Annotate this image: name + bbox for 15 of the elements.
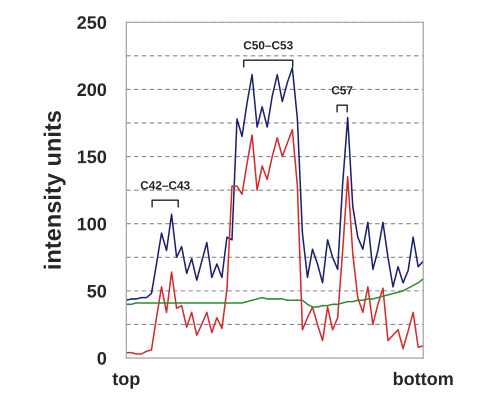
y-tick-label: 200 <box>77 83 106 96</box>
x-tick-label: top <box>112 373 140 389</box>
annotation: C50–C53 <box>244 41 293 50</box>
annotation: C42–C43 <box>140 181 190 190</box>
y-tick-label: 150 <box>78 150 106 164</box>
y-tick-label: 100 <box>78 218 106 230</box>
annotation: C57 <box>332 86 352 94</box>
line-series <box>126 128 424 355</box>
line-series <box>126 278 424 308</box>
line-series <box>126 67 424 302</box>
y-tick-label: 250 <box>77 16 106 29</box>
x-tick-label: bottom <box>394 372 453 386</box>
y-tick-label: 50 <box>87 284 106 298</box>
y-axis-title: intensity units <box>44 111 66 269</box>
y-tick-label: 0 <box>98 352 106 365</box>
